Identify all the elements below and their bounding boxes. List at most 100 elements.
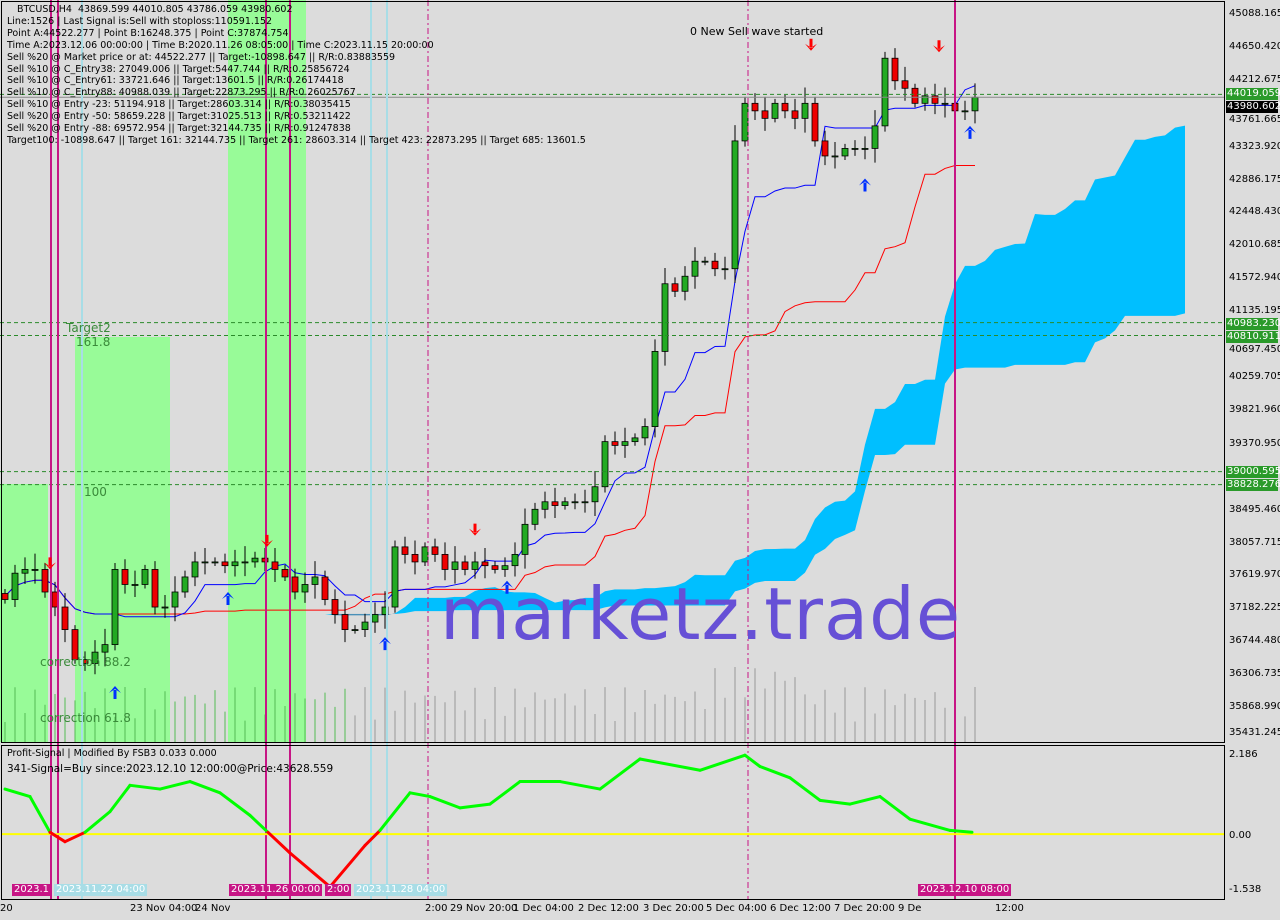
ichimoku-cloud-segment [1135, 139, 1145, 316]
candle-bearish [61, 606, 69, 630]
candle-bullish [451, 561, 459, 570]
y-tick: 43323.920 [1229, 140, 1280, 152]
y-tick: 39821.960 [1229, 403, 1280, 415]
candle-bearish [551, 501, 559, 506]
ichimoku-cloud-segment [515, 592, 525, 611]
ichimoku-cloud-segment [605, 589, 615, 608]
candle-bullish [731, 140, 739, 270]
ichimoku-cloud-segment [715, 575, 725, 606]
x-tick: 3 Dec 20:00 [643, 903, 704, 914]
price-tag: 39000.595 [1226, 465, 1280, 478]
ichimoku-cloud-segment [415, 597, 425, 612]
candle-bullish [521, 523, 529, 555]
candle-bullish [631, 437, 639, 443]
candle-bullish [241, 561, 249, 564]
candle-bullish [131, 584, 139, 586]
ichimoku-cloud-segment [455, 596, 465, 611]
candle-bullish [21, 569, 29, 574]
info-line: Sell %20 @ Market price or at: 44522.277… [7, 51, 396, 63]
candle-bullish [201, 561, 209, 564]
x-time-tag: 2023.12.10 08:00 [918, 884, 1012, 896]
ichimoku-cloud-segment [1165, 127, 1175, 316]
candle-bullish [541, 501, 549, 510]
info-line: Sell %20 @ Entry -88: 69572.954 || Targe… [7, 123, 351, 135]
x-time-tag: 2:00 [325, 884, 352, 896]
x-tick: 2 Dec 12:00 [578, 903, 639, 914]
ichimoku-cloud-segment [405, 597, 415, 614]
ichimoku-cloud-segment [935, 316, 945, 445]
ichimoku-cloud-segment [845, 491, 855, 535]
candle-bearish [751, 102, 759, 112]
ichimoku-cloud-segment [895, 384, 905, 455]
candle-bullish [581, 501, 589, 504]
ichimoku-cloud-segment [1085, 179, 1095, 363]
osc-line-segment [598, 757, 642, 791]
sell-arrow-icon [469, 523, 481, 536]
x-tick: 1 Dec 04:00 [513, 903, 574, 914]
info-line: Sell %10 @ C_Entry38: 27049.006 || Targe… [7, 63, 350, 75]
candle-bearish [71, 629, 79, 661]
candle-bearish [331, 599, 339, 615]
ichimoku-cloud-segment [465, 591, 475, 611]
y-tick: 45088.165 [1229, 8, 1280, 19]
fib-target2-label: Target2 [66, 321, 111, 335]
candle-bullish [141, 569, 149, 585]
y-tick: 44212.675 [1229, 73, 1280, 85]
ichimoku-cloud-segment [525, 592, 535, 611]
ichimoku-cloud-segment [1105, 175, 1115, 339]
ichimoku-cloud-segment [585, 597, 595, 611]
ichimoku-cloud-segment [1055, 209, 1065, 365]
x-time-tag: 2023.11.26 00:00 [229, 884, 323, 896]
fib-correction-882-label: correction 88.2 [40, 655, 131, 669]
candle-bullish [871, 125, 879, 149]
ichimoku-cloud-segment [825, 501, 835, 549]
osc-line-segment [128, 783, 162, 791]
ichimoku-cloud-segment [485, 587, 495, 611]
ichimoku-cloud-segment [565, 599, 575, 611]
y-tick: 41572.940 [1229, 272, 1280, 284]
x-tick: 23 Nov 04:00 [130, 903, 198, 914]
x-tick: 20 [0, 903, 13, 914]
candle-bullish [621, 441, 629, 446]
candle-bearish [41, 569, 49, 593]
ichimoku-cloud-segment [545, 598, 555, 611]
ichimoku-cloud-segment [1005, 244, 1015, 368]
candle-bullish [851, 148, 859, 150]
osc-line-segment [288, 851, 332, 889]
candle-bullish [471, 561, 479, 570]
candle-bullish [31, 569, 39, 571]
x-tick: 24 Nov [195, 903, 231, 914]
buy-arrow-icon [379, 637, 391, 651]
x-tick: 2:00 [425, 903, 448, 914]
ichimoku-cloud-segment [915, 379, 925, 445]
osc-line-segment [48, 830, 67, 844]
candle-bearish [791, 110, 799, 119]
ichimoku-cloud-segment [1145, 136, 1155, 316]
candle-bullish [561, 501, 569, 506]
ichimoku-cloud-segment [505, 591, 515, 611]
osc-line-segment [848, 795, 882, 806]
candle-bullish [361, 621, 369, 630]
candle-bullish [841, 148, 849, 157]
x-tick: 6 Dec 12:00 [770, 903, 831, 914]
osc-pane-frame [1, 745, 1225, 900]
osc-line-segment [948, 828, 974, 834]
candle-bullish [191, 561, 199, 578]
y-tick: 41135.195 [1229, 305, 1280, 317]
osc-tick: 0.00 [1229, 830, 1252, 841]
main-pane-frame [1, 1, 1225, 743]
candle-bullish [571, 501, 579, 504]
ichimoku-cloud-segment [1025, 214, 1035, 365]
fib-161-label: 161.8 [76, 335, 111, 349]
candle-bullish [861, 148, 869, 150]
candle-bearish [481, 561, 489, 567]
ichimoku-cloud-segment [615, 589, 625, 606]
price-tag: 44019.059 [1226, 88, 1280, 101]
candle-bearish [611, 441, 619, 446]
candle-bullish [421, 546, 429, 563]
candle-bearish [121, 569, 129, 585]
osc-line-segment [458, 802, 492, 810]
osc-line-segment [428, 795, 462, 810]
watermark: marketz.trade [440, 572, 962, 656]
